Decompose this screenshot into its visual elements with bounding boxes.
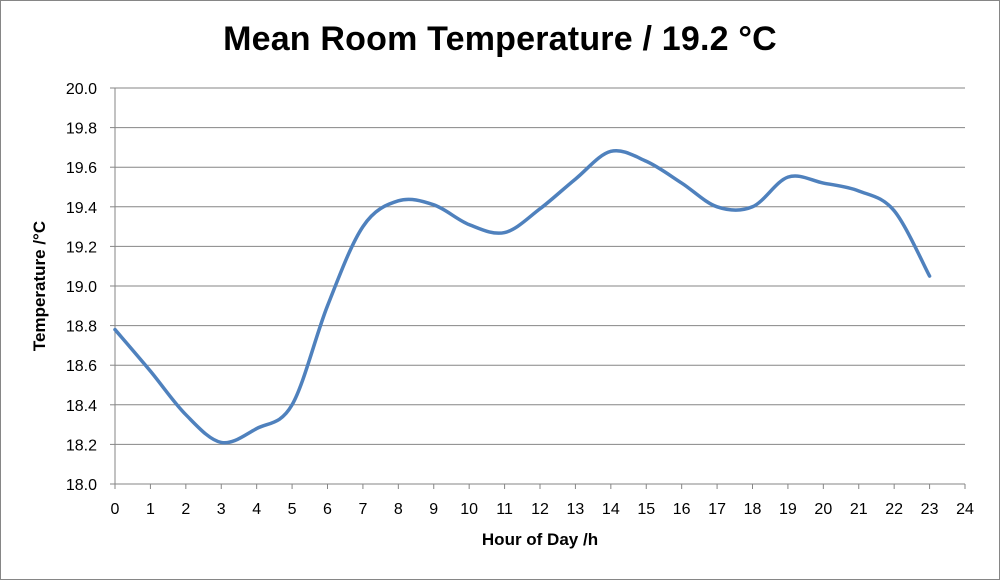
y-tick-labels: 18.0 18.2 18.4 18.6 18.8 19.0 19.2 19.4 19.6 19.8… — [66, 81, 97, 494]
x-tick-label: 7 — [358, 501, 367, 518]
x-tick-label: 1 — [146, 501, 155, 518]
y-tick-label: 18.2 — [66, 437, 97, 454]
x-tick-label: 19 — [779, 501, 797, 518]
x-tick-labels: 0 1 2 3 4 5 6 7 8 9 10 11 12 13 14 15 16 17 18 19 20 21 22 23 24 — [111, 501, 974, 518]
x-tick-label: 2 — [181, 501, 190, 518]
x-tick-label: 17 — [708, 501, 726, 518]
x-tick-label: 15 — [637, 501, 655, 518]
y-tick-label: 19.0 — [66, 279, 97, 296]
x-tick-label: 4 — [252, 501, 261, 518]
x-tick-label: 0 — [111, 501, 120, 518]
axes — [110, 87, 966, 489]
x-tick-label: 11 — [496, 501, 513, 518]
y-tick-label: 19.4 — [66, 200, 97, 217]
chart-title: Mean Room Temperature / 19.2 °C — [223, 20, 777, 58]
x-tick-label: 24 — [956, 501, 974, 518]
x-tick-label: 6 — [323, 501, 332, 518]
x-tick-label: 18 — [744, 501, 762, 518]
series-group — [113, 148, 932, 445]
x-tick-label: 13 — [567, 501, 585, 518]
x-tick-label: 21 — [850, 501, 868, 518]
x-tick-label: 20 — [814, 501, 832, 518]
x-tick-label: 14 — [602, 501, 620, 518]
x-tick-label: 23 — [921, 501, 939, 518]
x-tick-label: 22 — [885, 501, 903, 518]
y-tick-label: 19.2 — [66, 239, 97, 256]
x-tick-label: 16 — [673, 501, 691, 518]
x-tick-label: 3 — [217, 501, 226, 518]
x-tick-label: 12 — [531, 501, 549, 518]
x-axis-label: Hour of Day /h — [481, 530, 599, 549]
y-tick-label: 19.8 — [66, 121, 97, 138]
y-tick-label: 20.0 — [66, 81, 97, 98]
y-tick-label: 18.4 — [66, 398, 97, 415]
x-tick-label: 5 — [288, 501, 297, 518]
y-tick-label: 18.0 — [66, 477, 97, 494]
x-tick-label: 10 — [460, 501, 478, 518]
y-tick-label: 18.8 — [66, 319, 97, 336]
y-tick-label: 18.6 — [66, 358, 97, 375]
x-tick-label: 8 — [394, 501, 403, 518]
y-tick-label: 19.6 — [66, 160, 97, 177]
gridlines — [115, 87, 965, 445]
series-line — [113, 148, 932, 445]
x-tick-label: 9 — [429, 501, 438, 518]
